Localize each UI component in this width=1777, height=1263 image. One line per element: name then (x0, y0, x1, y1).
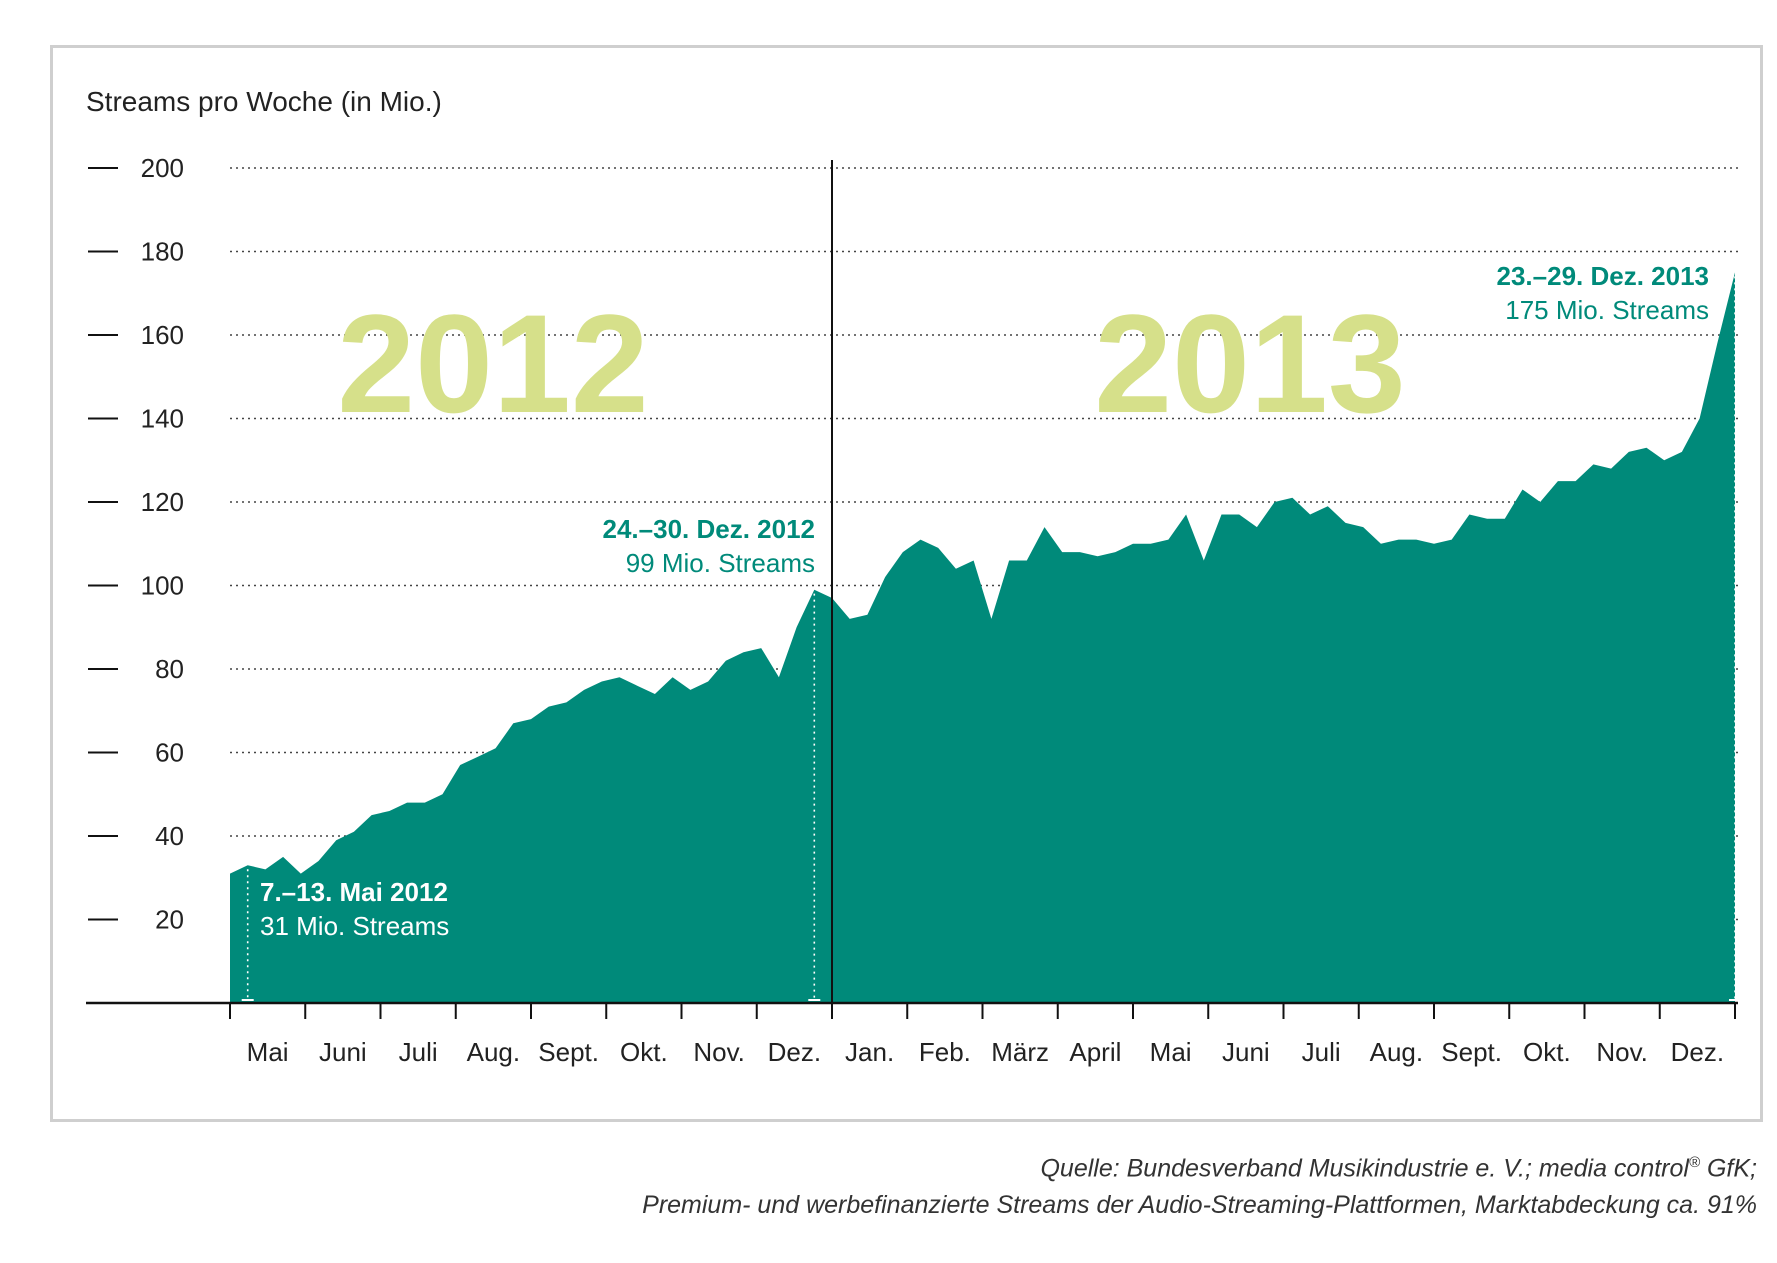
annotation-markers (241, 276, 1741, 1001)
month-label-14: Juli (1302, 1037, 1341, 1067)
annotation-2013-end: 23.–29. Dez. 2013 175 Mio. Streams (1497, 261, 1710, 325)
month-label-16: Sept. (1441, 1037, 1502, 1067)
annotation-2012-end-title: 24.–30. Dez. 2012 (603, 514, 816, 544)
streams-area-chart: Streams pro Woche (in Mio.) 20 40 60 80 100 1… (86, 86, 1741, 1067)
year-label-2013: 2013 (1094, 285, 1405, 442)
month-label-9: Feb. (919, 1037, 971, 1067)
month-label-6: Nov. (693, 1037, 745, 1067)
y-tick-label-140: 140 (141, 404, 184, 434)
y-tick-label-40: 40 (155, 821, 184, 851)
y-tick-label-60: 60 (155, 738, 184, 768)
y-axis-title: Streams pro Woche (in Mio.) (86, 86, 442, 117)
annotation-2012-end-value: 99 Mio. Streams (626, 548, 815, 578)
month-label-0: Mai (247, 1037, 289, 1067)
registered-mark: ® (1688, 1154, 1701, 1171)
annotation-start-title: 7.–13. Mai 2012 (260, 877, 448, 907)
month-label-11: April (1069, 1037, 1121, 1067)
month-label-18: Nov. (1596, 1037, 1648, 1067)
month-label-1: Juni (319, 1037, 367, 1067)
month-label-3: Aug. (467, 1037, 521, 1067)
y-tick-label-180: 180 (141, 237, 184, 267)
chart-frame (50, 45, 1763, 1122)
month-label-19: Dez. (1671, 1037, 1724, 1067)
month-label-15: Aug. (1370, 1037, 1424, 1067)
month-label-8: Jan. (845, 1037, 894, 1067)
y-tick-label-200: 200 (141, 153, 184, 183)
annotation-2013-end-title: 23.–29. Dez. 2013 (1497, 261, 1710, 291)
month-label-5: Okt. (620, 1037, 668, 1067)
y-axis-ticks: 20 40 60 80 100 120 140 160 180 200 (88, 153, 184, 935)
source-line-1-end: GfK; (1700, 1154, 1757, 1183)
source-line-2: Premium- und werbefinanzierte Streams de… (642, 1191, 1757, 1220)
month-labels: Mai Juni Juli Aug. Sept. Okt. Nov. Dez. Jan. Feb.… (229, 1003, 1736, 1067)
year-label-2012: 2012 (337, 285, 648, 442)
source-line-1: Quelle: Bundesverband Musikindustrie e. … (642, 1144, 1757, 1187)
annotation-2012-end: 24.–30. Dez. 2012 99 Mio. Streams (603, 514, 816, 578)
y-tick-label-160: 160 (141, 320, 184, 350)
streams-area (230, 272, 1735, 1003)
month-label-7: Dez. (768, 1037, 821, 1067)
annotation-start-value: 31 Mio. Streams (260, 911, 449, 941)
source-line-1-text: Quelle: Bundesverband Musikindustrie e. … (1040, 1154, 1689, 1183)
month-label-17: Okt. (1523, 1037, 1571, 1067)
y-tick-label-80: 80 (155, 654, 184, 684)
y-tick-label-20: 20 (155, 905, 184, 935)
month-label-4: Sept. (538, 1037, 599, 1067)
month-label-2: Juli (399, 1037, 438, 1067)
month-label-12: Mai (1150, 1037, 1192, 1067)
annotation-start: 7.–13. Mai 2012 31 Mio. Streams (260, 877, 449, 941)
source-note: Quelle: Bundesverband Musikindustrie e. … (642, 1144, 1757, 1224)
annotation-2013-end-value: 175 Mio. Streams (1505, 295, 1709, 325)
month-label-13: Juni (1222, 1037, 1270, 1067)
y-tick-label-120: 120 (141, 487, 184, 517)
month-label-10: März (991, 1037, 1049, 1067)
y-tick-label-100: 100 (141, 571, 184, 601)
